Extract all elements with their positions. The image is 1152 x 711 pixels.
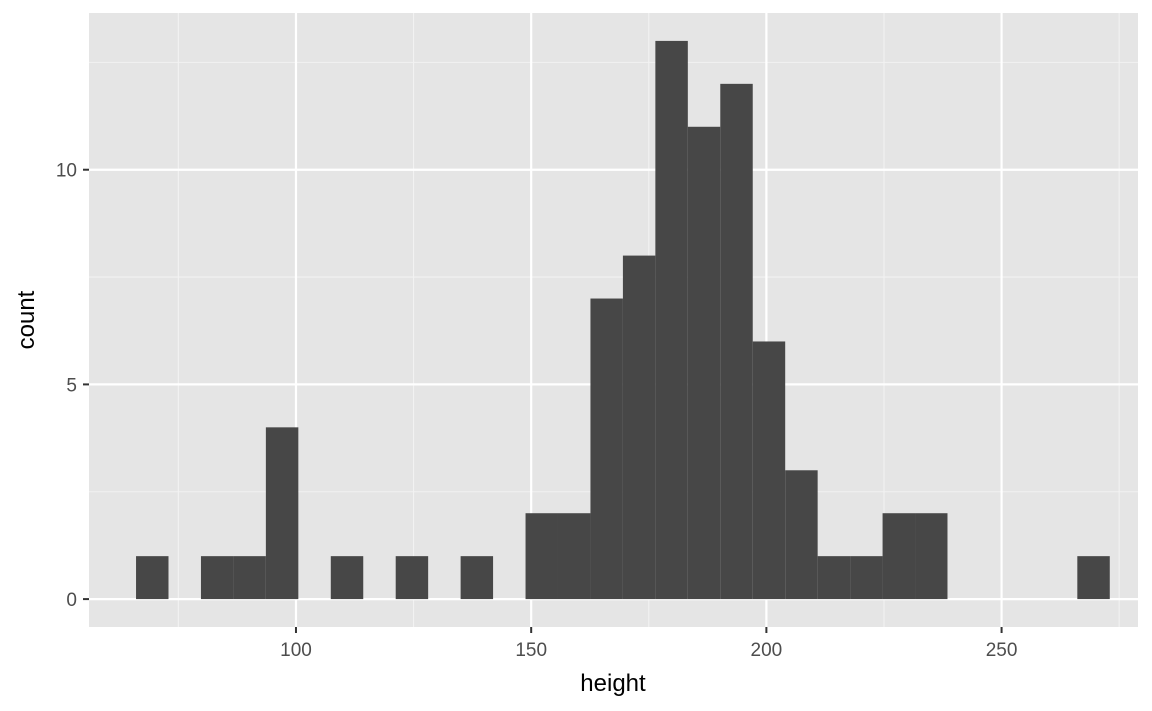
histogram-bar [1077, 556, 1110, 600]
y-tick-label: 0 [66, 590, 77, 611]
histogram-bar [622, 255, 656, 600]
x-tick-label: 200 [751, 640, 783, 661]
x-tick-label: 100 [280, 640, 312, 661]
histogram-bar [233, 556, 266, 600]
histogram-bar [752, 341, 786, 600]
histogram-bar [915, 513, 948, 600]
histogram-bar [655, 40, 688, 600]
histogram-bar [200, 556, 234, 600]
x-tick-label: 250 [986, 640, 1018, 661]
histogram-bar [590, 298, 623, 600]
histogram-bar [720, 83, 753, 600]
histogram-bar [882, 513, 916, 600]
histogram-bar [265, 427, 299, 600]
y-axis-title: count [13, 290, 40, 349]
histogram-bar [330, 556, 364, 600]
y-axis: 0 5 10 [56, 161, 89, 611]
x-axis: 100 150 200 250 [280, 627, 1017, 661]
histogram-bar [817, 556, 851, 600]
histogram-bars [136, 40, 1110, 600]
histogram-bar [687, 126, 721, 600]
histogram-bar [395, 556, 429, 600]
y-tick-label: 10 [56, 161, 77, 182]
histogram-bar [136, 556, 169, 600]
histogram-bar [525, 513, 558, 600]
histogram-bar [785, 470, 818, 600]
histogram-bar [557, 513, 591, 600]
histogram-bar [850, 556, 883, 600]
x-axis-title: height [580, 670, 646, 697]
x-tick-label: 150 [515, 640, 547, 661]
histogram-bar [460, 556, 494, 600]
y-tick-label: 5 [66, 375, 77, 396]
